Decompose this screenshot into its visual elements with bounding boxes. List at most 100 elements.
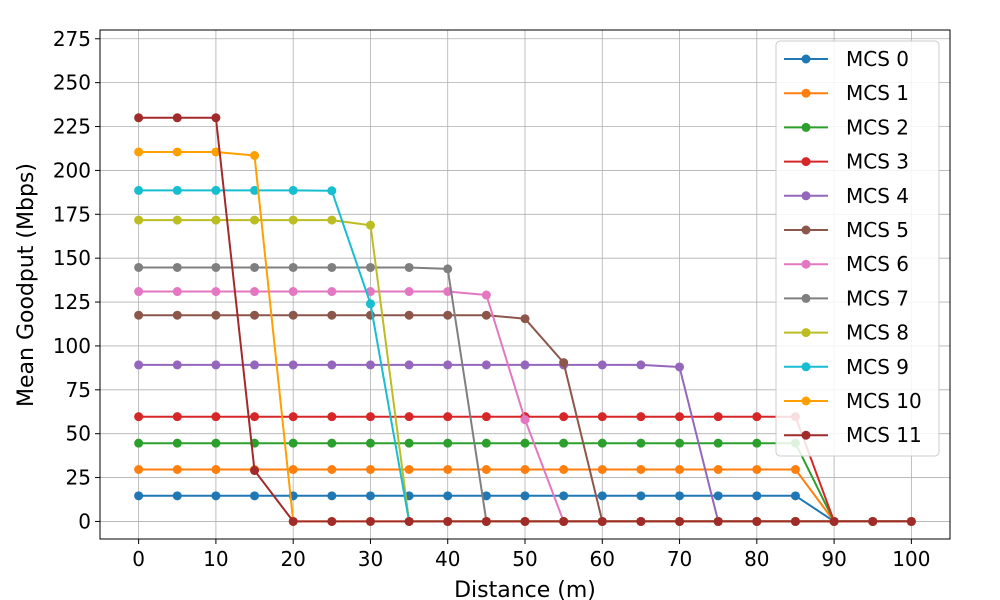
data-point xyxy=(250,262,260,272)
data-point xyxy=(288,412,298,422)
data-point xyxy=(288,287,298,297)
data-point xyxy=(211,215,221,225)
y-tick-label: 175 xyxy=(53,202,91,226)
legend-marker xyxy=(801,362,811,372)
data-point xyxy=(713,438,723,448)
legend-label: MCS 2 xyxy=(846,115,909,139)
data-point xyxy=(520,360,530,370)
x-tick-label: 80 xyxy=(744,547,769,571)
legend-label: MCS 11 xyxy=(846,423,922,447)
data-point xyxy=(250,287,260,297)
y-tick-label: 125 xyxy=(53,290,91,314)
x-tick-label: 90 xyxy=(821,547,846,571)
data-point xyxy=(250,310,260,320)
data-point xyxy=(790,491,800,501)
legend-marker xyxy=(801,54,811,64)
data-point xyxy=(520,314,530,324)
data-point xyxy=(365,516,375,526)
data-point xyxy=(868,516,878,526)
data-point xyxy=(790,464,800,474)
x-tick-label: 20 xyxy=(280,547,305,571)
data-point xyxy=(559,491,569,501)
data-point xyxy=(636,516,646,526)
y-tick-label: 250 xyxy=(53,71,91,95)
data-point xyxy=(404,464,414,474)
data-point xyxy=(134,310,144,320)
y-tick-label: 150 xyxy=(53,246,91,270)
data-point xyxy=(288,464,298,474)
data-point xyxy=(211,438,221,448)
data-point xyxy=(675,464,685,474)
legend: MCS 0 MCS 1 MCS 2 MCS 3 MCS 4 MCS 5 MCS 6 MCS 7… xyxy=(775,40,940,457)
data-point xyxy=(404,516,414,526)
data-point xyxy=(520,415,530,425)
data-point xyxy=(520,491,530,501)
data-point xyxy=(134,464,144,474)
x-tick-label: 100 xyxy=(892,547,930,571)
data-point xyxy=(250,491,260,501)
legend-marker xyxy=(801,328,811,338)
x-axis-ticks: 0 10 20 30 40 50 60 70 80 90 100 xyxy=(132,539,930,571)
legend-item: MCS 9 xyxy=(784,355,909,379)
legend-item: MCS 3 xyxy=(784,150,909,174)
data-point xyxy=(365,299,375,309)
data-point xyxy=(559,358,569,368)
data-point xyxy=(172,185,182,195)
data-point xyxy=(250,412,260,422)
data-point xyxy=(481,412,491,422)
legend-marker xyxy=(801,430,811,440)
data-point xyxy=(172,491,182,501)
x-tick-label: 70 xyxy=(667,547,692,571)
legend-label: MCS 0 xyxy=(846,47,909,71)
data-point xyxy=(211,491,221,501)
data-point xyxy=(443,264,453,274)
y-tick-label: 25 xyxy=(66,466,91,490)
data-point xyxy=(597,438,607,448)
data-point xyxy=(211,412,221,422)
data-point xyxy=(790,516,800,526)
data-point xyxy=(172,215,182,225)
data-point xyxy=(327,360,337,370)
data-point xyxy=(443,491,453,501)
data-point xyxy=(327,215,337,225)
data-point xyxy=(713,412,723,422)
data-point xyxy=(520,464,530,474)
legend-marker xyxy=(801,191,811,201)
y-tick-label: 50 xyxy=(66,422,91,446)
data-point xyxy=(250,150,260,160)
data-point xyxy=(636,464,646,474)
legend-item: MCS 6 xyxy=(784,252,909,276)
data-point xyxy=(365,360,375,370)
data-point xyxy=(327,491,337,501)
data-point xyxy=(597,491,607,501)
data-point xyxy=(365,464,375,474)
legend-item: MCS 8 xyxy=(784,321,909,345)
legend-item: MCS 10 xyxy=(784,389,922,413)
data-point xyxy=(675,438,685,448)
x-tick-label: 30 xyxy=(358,547,383,571)
y-tick-label: 100 xyxy=(53,334,91,358)
data-point xyxy=(404,438,414,448)
data-point xyxy=(404,310,414,320)
legend-marker xyxy=(801,259,811,269)
data-point xyxy=(211,464,221,474)
data-point xyxy=(327,516,337,526)
data-point xyxy=(559,412,569,422)
data-point xyxy=(211,185,221,195)
data-point xyxy=(365,262,375,272)
data-point xyxy=(481,360,491,370)
legend-marker xyxy=(801,88,811,98)
data-point xyxy=(636,360,646,370)
x-tick-label: 40 xyxy=(435,547,460,571)
data-point xyxy=(327,186,337,196)
data-point xyxy=(443,310,453,320)
y-axis-title: Mean Goodput (Mbps) xyxy=(14,163,39,407)
legend-marker xyxy=(801,122,811,132)
x-axis-title: Distance (m) xyxy=(454,578,596,600)
y-tick-label: 0 xyxy=(78,509,91,533)
data-point xyxy=(172,360,182,370)
data-point xyxy=(481,516,491,526)
data-point xyxy=(172,438,182,448)
data-point xyxy=(597,360,607,370)
